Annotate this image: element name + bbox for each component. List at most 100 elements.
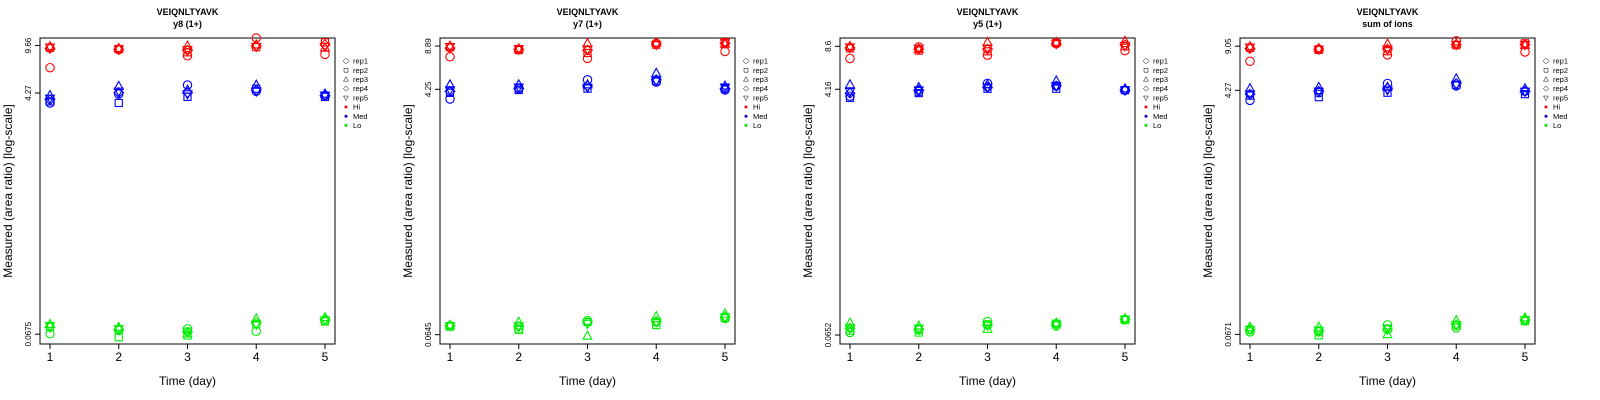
data-point xyxy=(914,42,924,52)
data-point xyxy=(913,86,925,97)
data-point xyxy=(113,45,125,55)
data-point xyxy=(182,39,193,50)
y-tick-label: 0.0671 xyxy=(1224,322,1233,347)
data-point xyxy=(182,45,193,56)
data-point xyxy=(650,310,662,321)
data-point xyxy=(844,316,856,327)
data-point xyxy=(182,84,193,94)
data-point xyxy=(182,90,193,100)
legend-marker xyxy=(1544,114,1548,118)
legend-marker xyxy=(1542,85,1550,92)
legend-marker xyxy=(1142,85,1150,92)
data-point xyxy=(1450,40,1462,51)
data-point xyxy=(913,324,925,335)
data-point xyxy=(719,313,731,324)
legend-label: rep5 xyxy=(1153,93,1168,102)
data-point xyxy=(1314,93,1323,102)
x-axis-label: Time (day) xyxy=(159,374,216,388)
data-point xyxy=(1119,312,1131,323)
data-point xyxy=(1382,328,1393,339)
data-point xyxy=(1382,50,1393,60)
series-lo xyxy=(844,312,1131,338)
legend-label: rep1 xyxy=(753,57,768,66)
data-point xyxy=(1450,314,1462,325)
data-point xyxy=(44,43,56,54)
data-point xyxy=(444,319,456,329)
data-point xyxy=(1119,86,1131,97)
data-point xyxy=(1382,37,1393,48)
legend-label: rep5 xyxy=(353,93,368,102)
legend-marker xyxy=(344,105,348,109)
data-point xyxy=(44,318,56,328)
data-point xyxy=(320,38,330,47)
data-point xyxy=(444,42,456,53)
x-tick-label: 3 xyxy=(184,350,191,364)
chart-subtitle: y5 (1+) xyxy=(973,19,1002,29)
series-med xyxy=(44,79,331,108)
legend-marker xyxy=(1543,76,1549,82)
data-point xyxy=(113,87,125,98)
y-tick-label: 0.0675 xyxy=(24,321,33,346)
legend-label: rep2 xyxy=(1553,66,1568,75)
legend-label: Hi xyxy=(753,103,760,112)
data-point xyxy=(719,79,731,90)
legend-label: rep4 xyxy=(753,84,768,93)
data-point xyxy=(1520,90,1530,99)
legend-label: rep4 xyxy=(1153,84,1168,93)
plot-frame xyxy=(39,37,336,345)
data-point xyxy=(250,312,262,323)
legend-label: rep2 xyxy=(353,66,368,75)
legend-marker xyxy=(743,76,749,82)
data-point xyxy=(45,62,55,73)
legend-marker xyxy=(744,123,748,127)
legend-marker xyxy=(344,114,348,118)
series-lo xyxy=(444,307,731,340)
legend-marker xyxy=(1144,114,1148,118)
data-point xyxy=(719,39,731,49)
chart-subtitle: y8 (1+) xyxy=(173,19,202,29)
y-axis-label: Measured (area ratio) [log-scale] xyxy=(1,104,15,277)
data-point xyxy=(514,325,523,334)
legend-label: Med xyxy=(353,112,368,121)
legend-marker xyxy=(1143,76,1149,82)
series-med xyxy=(444,67,731,104)
legend-marker xyxy=(343,95,349,101)
data-point xyxy=(1519,40,1531,51)
legend-marker xyxy=(1543,58,1549,64)
data-point xyxy=(114,98,123,108)
data-point xyxy=(583,48,592,58)
x-axis-label: Time (day) xyxy=(559,374,616,388)
legend-label: Med xyxy=(1153,112,1168,121)
data-point xyxy=(652,320,661,330)
legend-label: Med xyxy=(753,112,768,121)
data-point xyxy=(719,307,731,318)
data-point xyxy=(44,94,56,105)
x-tick-label: 2 xyxy=(515,350,522,364)
data-point xyxy=(582,45,593,56)
chart-panel-3: VEIQNLTYAVK y5 (1+) 1 2 3 4 5 Time (day) 0.0652 4… xyxy=(800,0,1200,400)
legend-label: rep1 xyxy=(1153,57,1168,66)
legend-label: rep4 xyxy=(1553,84,1568,93)
series-lo xyxy=(1244,311,1531,340)
x-tick-label: 1 xyxy=(847,350,854,364)
data-point xyxy=(650,77,662,87)
x-tick-label: 1 xyxy=(447,350,454,364)
data-point xyxy=(1050,74,1062,85)
data-point xyxy=(1313,87,1325,98)
data-point xyxy=(1382,86,1393,96)
data-point xyxy=(1382,78,1393,89)
data-point xyxy=(719,83,731,94)
legend-label: rep3 xyxy=(753,75,768,84)
data-point xyxy=(1313,321,1325,331)
series-hi xyxy=(44,33,331,73)
series-lo xyxy=(44,311,331,342)
data-point xyxy=(582,330,593,340)
data-point xyxy=(1313,326,1325,337)
data-point xyxy=(844,78,856,89)
x-tick-label: 3 xyxy=(584,350,591,364)
y-tick-label: 9.05 xyxy=(1224,38,1233,54)
legend-marker xyxy=(1143,67,1149,73)
legend-label: rep3 xyxy=(353,75,368,84)
